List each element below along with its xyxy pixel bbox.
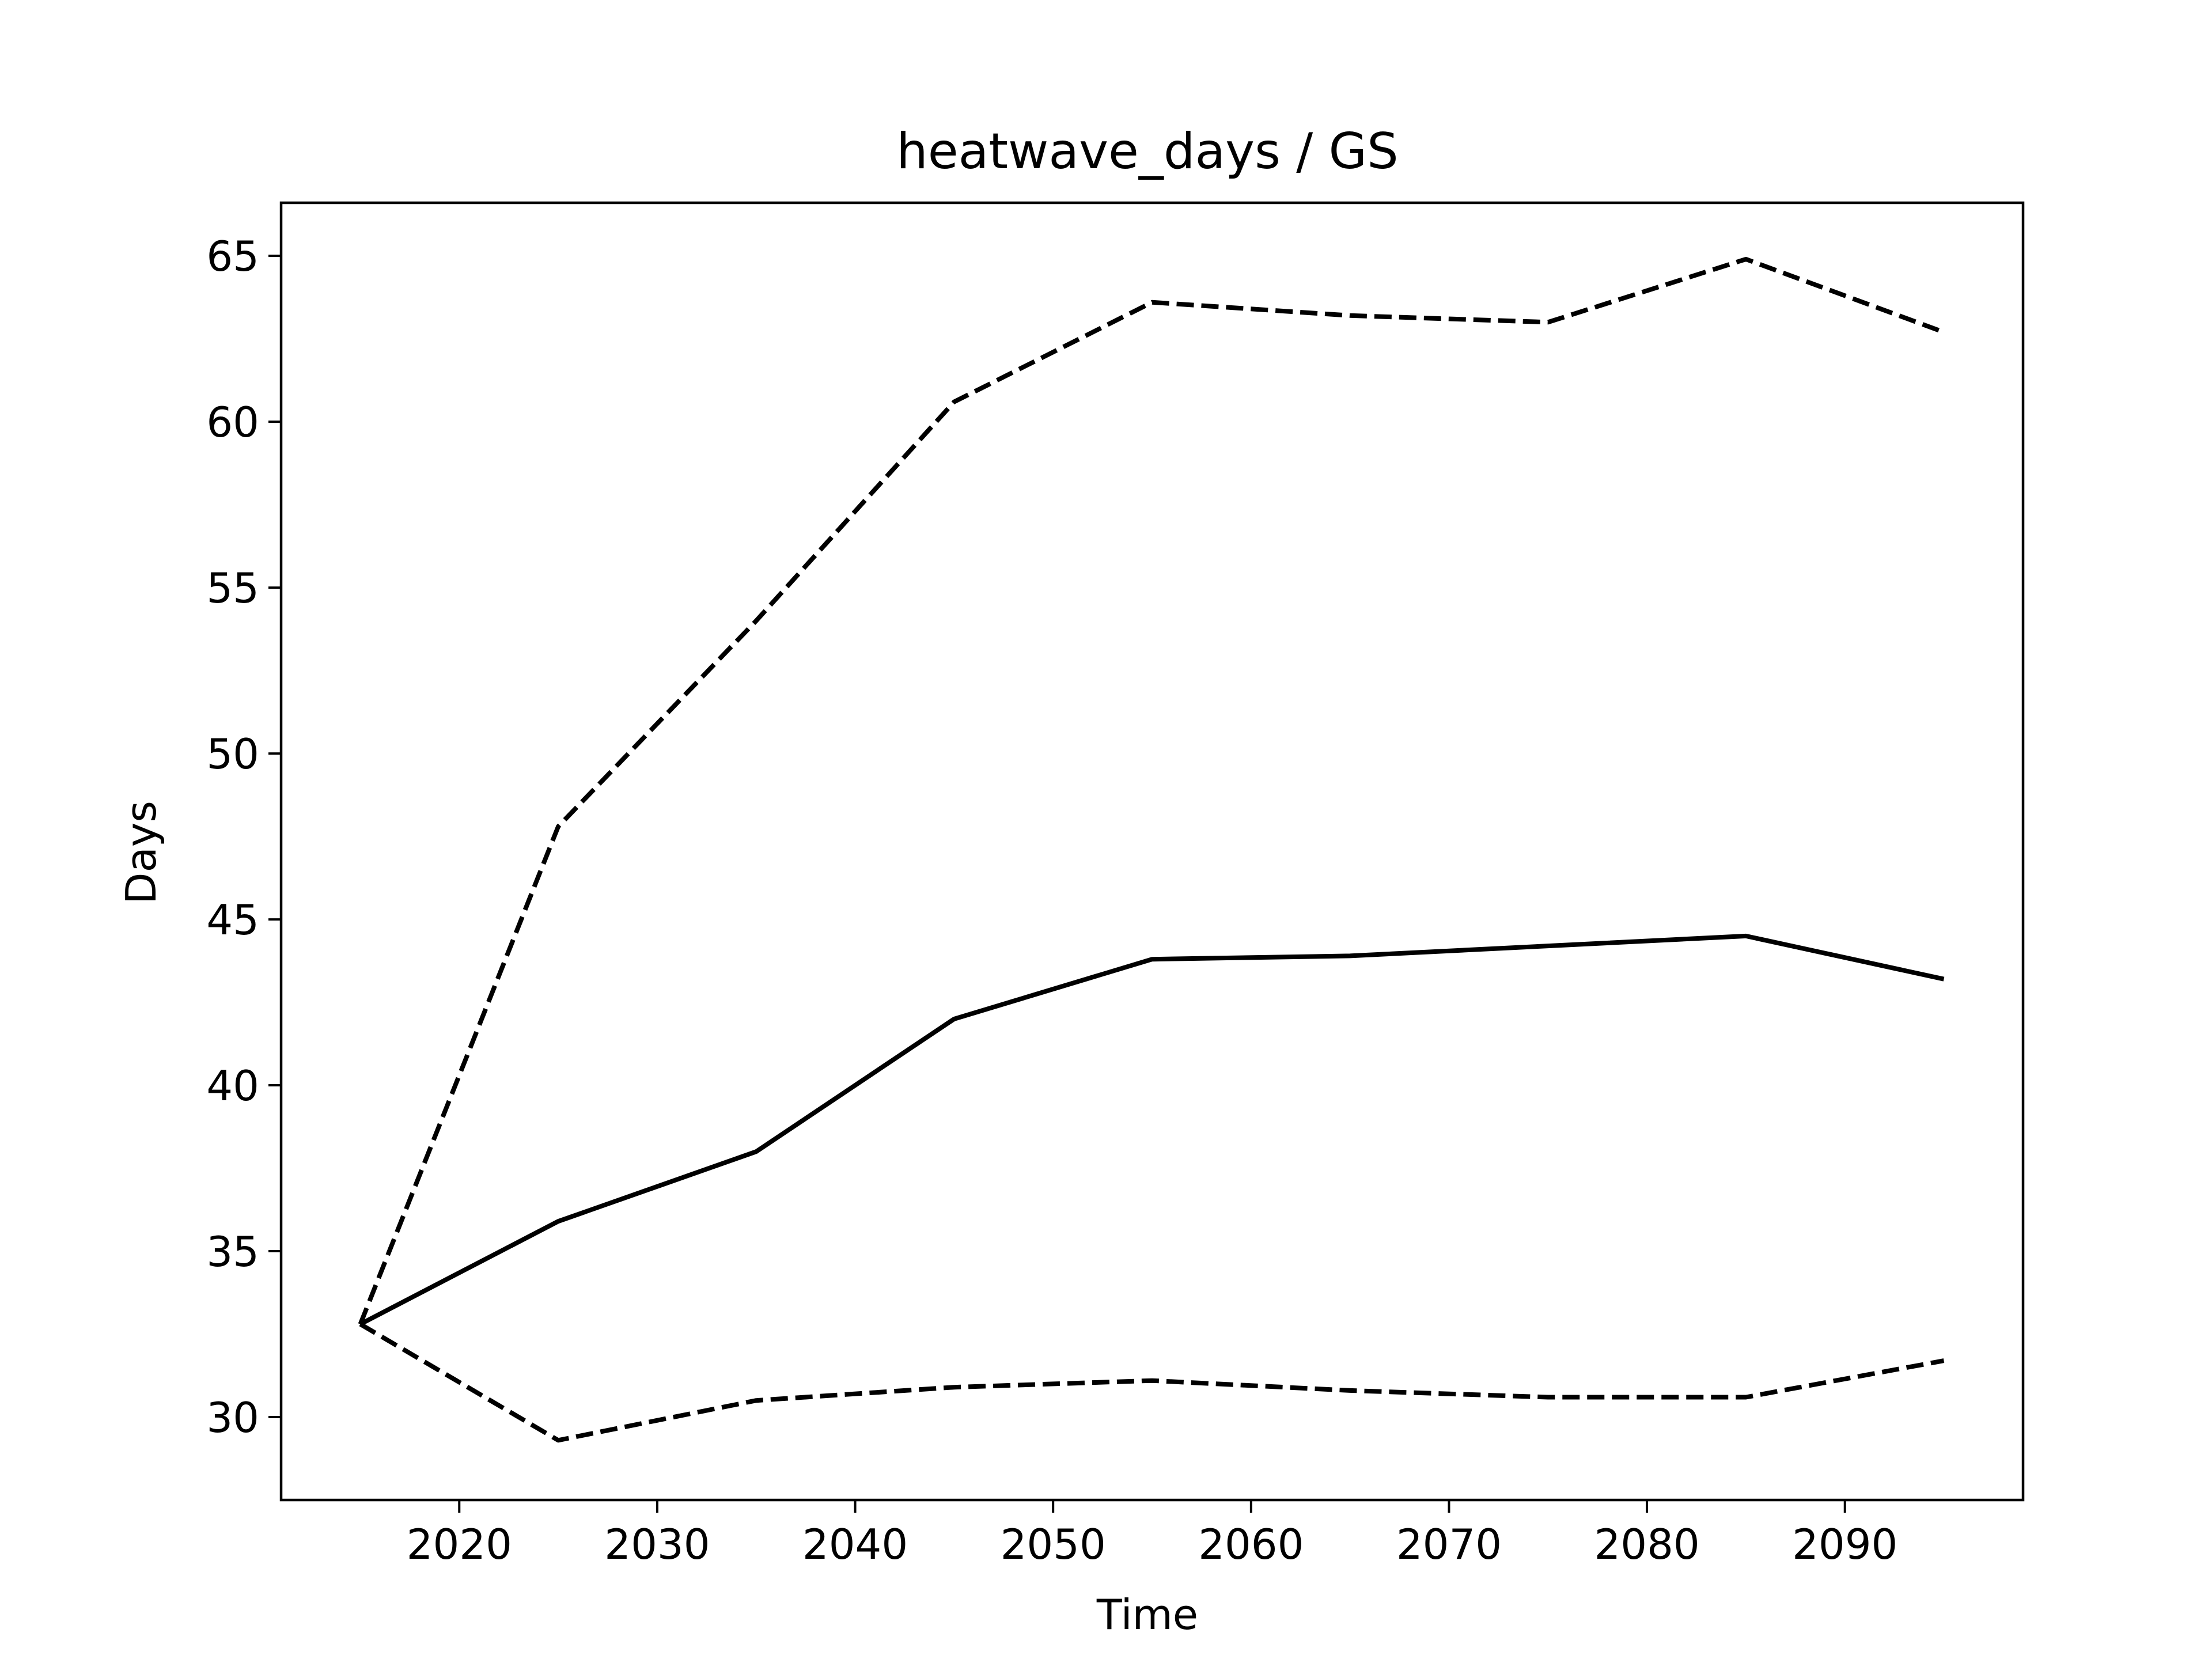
y-tick-label: 35 bbox=[206, 1228, 259, 1276]
y-tick-label: 40 bbox=[206, 1062, 259, 1110]
x-tick-label: 2090 bbox=[1792, 1520, 1897, 1569]
chart-title: heatwave_days / GS bbox=[896, 123, 1399, 180]
x-tick-label: 2050 bbox=[1001, 1520, 1106, 1569]
y-tick-label: 55 bbox=[206, 564, 259, 612]
x-tick-label: 2030 bbox=[604, 1520, 710, 1569]
x-tick-label: 2080 bbox=[1594, 1520, 1699, 1569]
x-tick-label: 2060 bbox=[1198, 1520, 1304, 1569]
series-layer bbox=[358, 256, 1945, 1443]
y-tick-label: 50 bbox=[206, 730, 259, 778]
x-tick-label: 2040 bbox=[802, 1520, 908, 1569]
y-axis-label: Days bbox=[117, 801, 165, 904]
series-line-1 bbox=[359, 933, 1945, 1327]
y-tick-label: 30 bbox=[206, 1393, 259, 1442]
y-axis-ticks: 30 35 40 45 50 55 60 65 bbox=[206, 232, 281, 1442]
x-axis-ticks: 2020 2030 2040 2050 2060 2070 2080 2090 bbox=[407, 1500, 1897, 1569]
y-tick-label: 60 bbox=[206, 398, 259, 446]
x-tick-label: 2070 bbox=[1396, 1520, 1502, 1569]
series-line-3 bbox=[359, 1322, 1945, 1443]
series-line-2 bbox=[358, 256, 1945, 1325]
x-tick-label: 2020 bbox=[407, 1520, 512, 1569]
y-tick-label: 45 bbox=[206, 896, 259, 944]
x-axis-label: Time bbox=[1096, 1590, 1198, 1639]
plot-frame bbox=[279, 201, 2025, 1502]
y-tick-label: 65 bbox=[206, 232, 259, 281]
